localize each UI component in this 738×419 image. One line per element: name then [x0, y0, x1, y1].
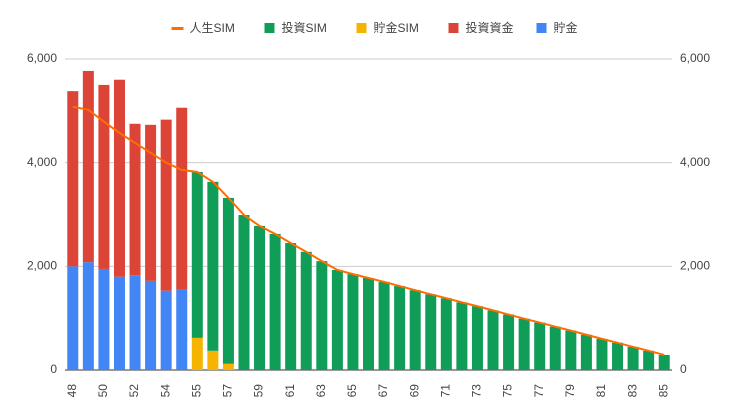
- bar: [378, 281, 390, 370]
- x-tick-label: 77: [532, 384, 546, 398]
- x-tick-label: 50: [96, 384, 110, 398]
- bar: [129, 123, 141, 276]
- bar: [363, 277, 374, 370]
- bar: [456, 302, 468, 370]
- legend-label: 投資SIM: [282, 20, 327, 35]
- y2-tick-label: 2,000: [680, 259, 710, 273]
- bar: [145, 280, 157, 370]
- bar: [67, 266, 79, 370]
- legend-swatch: [356, 23, 367, 33]
- legend-swatch: [536, 23, 547, 33]
- bar: [82, 70, 94, 263]
- bar: [643, 350, 655, 370]
- legend-swatch: [171, 27, 184, 30]
- x-tick-label: 54: [158, 384, 172, 398]
- bar: [145, 124, 157, 281]
- bar: [222, 363, 234, 370]
- x-tick-label: 55: [189, 384, 203, 398]
- bar: [113, 276, 125, 370]
- bar: [612, 342, 624, 370]
- legend-label: 貯金SIM: [374, 20, 419, 35]
- bar: [191, 171, 203, 338]
- bar: [596, 338, 608, 370]
- bar: [580, 334, 592, 370]
- x-tick-label: 69: [407, 384, 421, 398]
- x-tick-label: 52: [127, 384, 141, 398]
- bar: [394, 286, 406, 370]
- bar: [627, 346, 639, 370]
- bar: [534, 322, 546, 370]
- bar: [98, 84, 110, 269]
- bar: [269, 233, 281, 370]
- bar: [129, 275, 141, 370]
- bar: [176, 289, 188, 370]
- y2-tick-label: 6,000: [680, 51, 710, 65]
- bar: [160, 119, 172, 291]
- bar: [471, 306, 483, 370]
- bar: [254, 225, 266, 370]
- y-tick-label: 6,000: [27, 51, 57, 65]
- x-tick-label: 71: [438, 384, 452, 398]
- legend-label: 貯金: [554, 20, 578, 35]
- legend-label: 投資資金: [466, 20, 514, 35]
- bar: [285, 243, 297, 370]
- x-tick-label: 65: [345, 384, 359, 398]
- bar: [440, 298, 452, 370]
- bar: [347, 274, 359, 370]
- y2-tick-label: 0: [680, 362, 687, 376]
- bar: [658, 354, 670, 370]
- x-tick-label: 83: [625, 384, 639, 398]
- bar: [82, 262, 94, 370]
- bar: [549, 326, 561, 370]
- x-tick-label: 59: [252, 384, 266, 398]
- x-tick-label: 79: [563, 384, 577, 398]
- bar: [331, 269, 343, 370]
- x-tick-label: 75: [501, 384, 515, 398]
- x-tick-label: 81: [594, 384, 608, 398]
- bar: [425, 294, 437, 370]
- bar: [238, 215, 250, 370]
- bar: [487, 310, 499, 370]
- x-tick-label: 85: [656, 384, 670, 398]
- x-tick-label: 73: [470, 384, 484, 398]
- x-tick-label: 61: [283, 384, 297, 398]
- bar: [176, 107, 188, 290]
- bar: [207, 350, 219, 370]
- x-tick-label: 48: [65, 384, 79, 398]
- bar: [160, 290, 172, 370]
- y-tick-label: 4,000: [27, 155, 57, 169]
- y2-tick-label: 4,000: [680, 155, 710, 169]
- x-tick-label: 63: [314, 384, 328, 398]
- bar: [409, 290, 421, 370]
- bar: [98, 268, 110, 370]
- bar: [207, 181, 219, 351]
- bar: [565, 330, 577, 370]
- y-tick-label: 0: [50, 362, 57, 376]
- x-tick-label: 67: [376, 384, 390, 398]
- bar: [503, 314, 515, 370]
- bar: [222, 197, 234, 364]
- bar: [316, 261, 328, 370]
- bar: [191, 337, 203, 370]
- bar: [300, 251, 312, 370]
- bar: [113, 79, 125, 277]
- legend-swatch: [448, 23, 459, 33]
- x-tick-label: 57: [221, 384, 235, 398]
- legend-swatch: [264, 23, 275, 33]
- legend-label: 人生SIM: [190, 21, 235, 35]
- bar: [67, 91, 79, 267]
- line: [72, 105, 665, 356]
- y-tick-label: 2,000: [27, 259, 57, 273]
- bar: [518, 318, 530, 370]
